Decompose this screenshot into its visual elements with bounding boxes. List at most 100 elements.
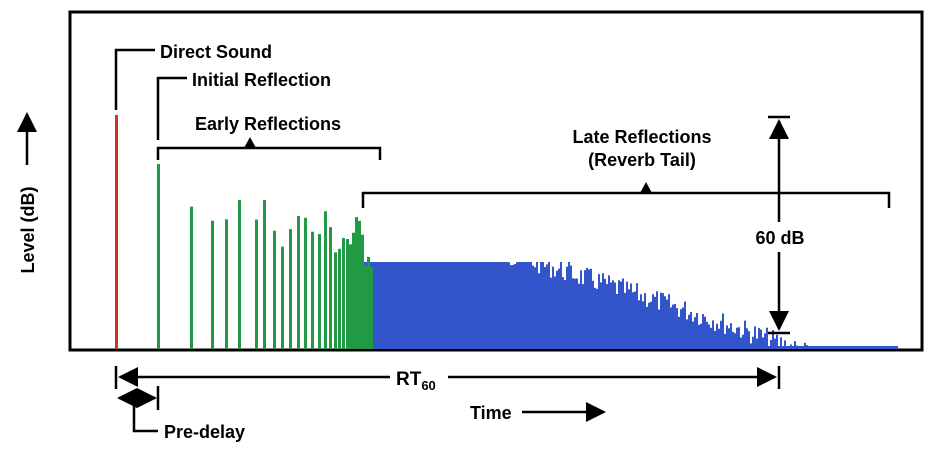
late-reflection-bar bbox=[652, 294, 654, 349]
late-reflection-bar bbox=[588, 269, 590, 349]
late-reflection-bar bbox=[576, 278, 578, 349]
late-reflection-bar bbox=[872, 346, 874, 349]
late-reflection-bar bbox=[794, 341, 796, 349]
late-reflection-bar bbox=[846, 346, 848, 349]
late-reflection-bar bbox=[646, 306, 648, 349]
late-reflection-bar bbox=[436, 262, 438, 349]
late-reflection-bar bbox=[430, 262, 432, 349]
late-reflection-bar bbox=[786, 346, 788, 349]
late-reflection-bar bbox=[764, 333, 766, 349]
late-reflection-bar bbox=[730, 323, 732, 349]
decay-range-label: 60 dB bbox=[755, 228, 804, 248]
late-reflection-bar bbox=[540, 262, 542, 349]
late-reflection-bar bbox=[458, 262, 460, 349]
late-reflection-bar bbox=[664, 296, 666, 349]
late-reflection-bar bbox=[644, 293, 646, 349]
early-reflection-bar bbox=[334, 252, 337, 349]
late-reflection-bar bbox=[556, 270, 558, 349]
late-reflection-bar bbox=[848, 346, 850, 349]
late-reflection-bar bbox=[638, 300, 640, 349]
late-reflection-bar bbox=[546, 264, 548, 349]
late-reflection-bar bbox=[868, 346, 870, 349]
direct-sound-bar bbox=[115, 115, 118, 349]
late-reflection-bar bbox=[886, 346, 888, 349]
late-reflection-bar bbox=[494, 262, 496, 349]
late-reflection-bar bbox=[558, 268, 560, 349]
late-reflection-bar bbox=[532, 265, 534, 349]
late-reflection-bar bbox=[694, 317, 696, 349]
late-reflection-bar bbox=[732, 331, 734, 349]
late-reflection-bar bbox=[600, 282, 602, 349]
early-reflection-bar bbox=[211, 220, 214, 349]
pre-delay-label: Pre-delay bbox=[164, 422, 245, 442]
late-reflection-bar bbox=[566, 266, 568, 349]
late-reflection-bar bbox=[686, 319, 688, 349]
late-reflection-bar bbox=[810, 346, 812, 349]
late-reflection-bar bbox=[510, 265, 512, 349]
late-reflection-bar bbox=[536, 262, 538, 349]
late-reflection-bar bbox=[514, 264, 516, 349]
late-reflection-bar bbox=[792, 346, 794, 349]
late-reflection-bar bbox=[850, 346, 852, 349]
late-reflection-bar bbox=[718, 328, 720, 349]
late-reflection-bar bbox=[612, 280, 614, 349]
late-reflection-bar bbox=[782, 346, 784, 349]
late-reflection-bar bbox=[708, 324, 710, 349]
late-reflection-bar bbox=[578, 283, 580, 349]
late-reflection-bar bbox=[880, 346, 882, 349]
late-reflection-bar bbox=[716, 323, 718, 349]
late-reflection-bar bbox=[790, 344, 792, 349]
late-reflection-bar bbox=[816, 346, 818, 349]
late-reflection-bar bbox=[582, 284, 584, 349]
late-reflection-bar bbox=[832, 346, 834, 349]
early-reflection-bar bbox=[289, 229, 292, 349]
late-reflection-bar bbox=[648, 302, 650, 349]
early-reflection-bar bbox=[273, 230, 276, 349]
late-reflection-bar bbox=[378, 262, 380, 349]
late-reflection-bar bbox=[684, 301, 686, 349]
late-reflection-bar bbox=[380, 262, 382, 349]
early-reflection-bar bbox=[349, 244, 352, 349]
late-reflection-bar bbox=[650, 301, 652, 349]
early-reflection-bar bbox=[281, 246, 284, 349]
late-reflection-bar bbox=[408, 262, 410, 349]
late-reflection-bar bbox=[866, 346, 868, 349]
late-reflection-bar bbox=[474, 262, 476, 349]
late-reflection-bar bbox=[420, 262, 422, 349]
late-reflection-bar bbox=[654, 296, 656, 349]
late-reflection-bar bbox=[736, 327, 738, 349]
late-reflection-bar bbox=[768, 346, 770, 349]
late-reflection-bar bbox=[892, 346, 894, 349]
late-reflection-bar bbox=[568, 262, 570, 349]
late-reflection-bar bbox=[772, 330, 774, 349]
late-reflection-bar bbox=[894, 346, 896, 349]
early-reflection-bar bbox=[263, 200, 266, 349]
late-reflection-bar bbox=[754, 326, 756, 349]
late-reflection-bar bbox=[396, 262, 398, 349]
late-reflection-bar bbox=[446, 262, 448, 349]
late-reflection-bar bbox=[528, 262, 530, 349]
initial-reflection-callout: Initial Reflection bbox=[156, 70, 331, 140]
late-reflection-bar bbox=[740, 337, 742, 349]
late-reflection-bar bbox=[704, 316, 706, 349]
late-reflection-bar bbox=[564, 280, 566, 349]
late-reflection-bar bbox=[426, 262, 428, 349]
late-reflection-bar bbox=[668, 294, 670, 349]
late-reflection-bar bbox=[400, 262, 402, 349]
late-reflection-bar bbox=[398, 262, 400, 349]
late-reflection-bar bbox=[418, 262, 420, 349]
late-reflection-bar bbox=[572, 278, 574, 349]
late-reflection-bar bbox=[822, 346, 824, 349]
late-reflection-bar bbox=[796, 345, 798, 349]
late-reflection-bar bbox=[432, 262, 434, 349]
late-reflection-bar bbox=[512, 264, 514, 349]
late-reflection-bar bbox=[442, 262, 444, 349]
late-reflection-bar bbox=[884, 346, 886, 349]
late-reflection-bar bbox=[440, 262, 442, 349]
late-reflection-bar bbox=[388, 262, 390, 349]
late-reflection-bar bbox=[592, 280, 594, 349]
late-reflection-bar bbox=[438, 262, 440, 349]
late-reflections-bracket: Late Reflections (Reverb Tail) bbox=[361, 127, 891, 208]
late-reflection-bar bbox=[750, 343, 752, 349]
early-reflection-bar bbox=[255, 219, 258, 349]
